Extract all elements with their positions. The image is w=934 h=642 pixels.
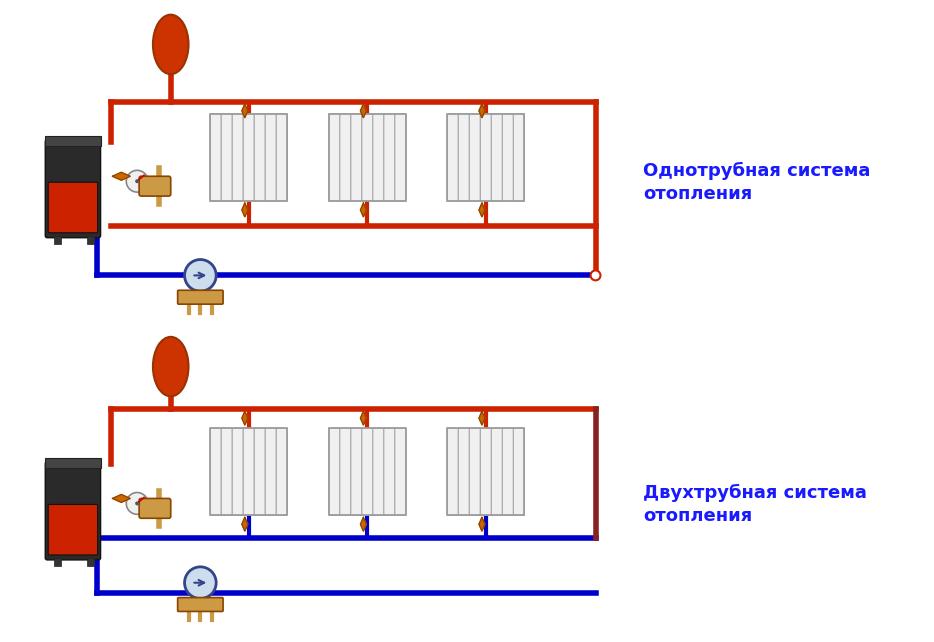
Circle shape: [126, 170, 148, 192]
Polygon shape: [242, 412, 248, 425]
Bar: [210, 428, 288, 516]
Bar: [45, 135, 101, 146]
Bar: [329, 114, 406, 201]
FancyBboxPatch shape: [373, 114, 384, 201]
Polygon shape: [361, 412, 366, 425]
FancyBboxPatch shape: [470, 114, 480, 201]
Polygon shape: [479, 517, 485, 531]
FancyBboxPatch shape: [480, 114, 491, 201]
Circle shape: [126, 492, 148, 514]
Bar: [210, 114, 288, 201]
Bar: [87, 558, 93, 566]
FancyBboxPatch shape: [276, 428, 288, 516]
FancyBboxPatch shape: [254, 114, 265, 201]
Bar: [45, 458, 101, 468]
Circle shape: [135, 501, 139, 505]
FancyBboxPatch shape: [447, 114, 459, 201]
Text: Однотрубная система
отопления: Однотрубная система отопления: [643, 161, 870, 203]
Polygon shape: [242, 203, 248, 217]
Polygon shape: [242, 517, 248, 531]
FancyBboxPatch shape: [210, 428, 221, 516]
FancyBboxPatch shape: [459, 428, 470, 516]
FancyBboxPatch shape: [470, 428, 480, 516]
Polygon shape: [361, 203, 366, 217]
Polygon shape: [242, 104, 248, 117]
Ellipse shape: [153, 337, 189, 396]
Bar: [447, 114, 524, 201]
Circle shape: [590, 270, 601, 281]
FancyBboxPatch shape: [351, 428, 361, 516]
FancyBboxPatch shape: [265, 428, 276, 516]
FancyBboxPatch shape: [340, 114, 351, 201]
FancyBboxPatch shape: [361, 114, 373, 201]
FancyBboxPatch shape: [139, 177, 171, 196]
FancyBboxPatch shape: [49, 505, 98, 555]
Polygon shape: [479, 412, 485, 425]
FancyBboxPatch shape: [276, 114, 288, 201]
Polygon shape: [112, 172, 130, 180]
FancyBboxPatch shape: [459, 114, 470, 201]
FancyBboxPatch shape: [210, 114, 221, 201]
Polygon shape: [479, 203, 485, 217]
FancyBboxPatch shape: [447, 428, 459, 516]
Polygon shape: [361, 104, 366, 117]
FancyBboxPatch shape: [233, 428, 243, 516]
Bar: [54, 236, 61, 244]
FancyBboxPatch shape: [340, 428, 351, 516]
FancyBboxPatch shape: [491, 114, 502, 201]
FancyBboxPatch shape: [233, 114, 243, 201]
Bar: [87, 236, 93, 244]
Polygon shape: [112, 494, 130, 503]
Bar: [54, 558, 61, 566]
FancyBboxPatch shape: [373, 428, 384, 516]
FancyBboxPatch shape: [177, 290, 223, 304]
FancyBboxPatch shape: [177, 598, 223, 611]
FancyBboxPatch shape: [254, 428, 265, 516]
FancyBboxPatch shape: [45, 139, 101, 238]
FancyBboxPatch shape: [243, 428, 254, 516]
Circle shape: [185, 567, 216, 598]
FancyBboxPatch shape: [395, 114, 406, 201]
Bar: [329, 428, 406, 516]
FancyBboxPatch shape: [502, 428, 514, 516]
FancyBboxPatch shape: [329, 114, 340, 201]
FancyBboxPatch shape: [491, 428, 502, 516]
Polygon shape: [479, 104, 485, 117]
Bar: [447, 428, 524, 516]
Circle shape: [185, 259, 216, 291]
FancyBboxPatch shape: [139, 498, 171, 518]
FancyBboxPatch shape: [514, 428, 524, 516]
Text: Двухтрубная система
отопления: Двухтрубная система отопления: [643, 483, 867, 525]
FancyBboxPatch shape: [265, 114, 276, 201]
FancyBboxPatch shape: [384, 114, 395, 201]
FancyBboxPatch shape: [384, 428, 395, 516]
FancyBboxPatch shape: [243, 114, 254, 201]
FancyBboxPatch shape: [395, 428, 406, 516]
Polygon shape: [361, 517, 366, 531]
FancyBboxPatch shape: [49, 182, 98, 233]
FancyBboxPatch shape: [361, 428, 373, 516]
Circle shape: [135, 179, 139, 183]
FancyBboxPatch shape: [221, 114, 233, 201]
FancyBboxPatch shape: [351, 114, 361, 201]
FancyBboxPatch shape: [514, 114, 524, 201]
Ellipse shape: [153, 15, 189, 74]
FancyBboxPatch shape: [502, 114, 514, 201]
FancyBboxPatch shape: [221, 428, 233, 516]
FancyBboxPatch shape: [45, 462, 101, 560]
FancyBboxPatch shape: [329, 428, 340, 516]
FancyBboxPatch shape: [480, 428, 491, 516]
